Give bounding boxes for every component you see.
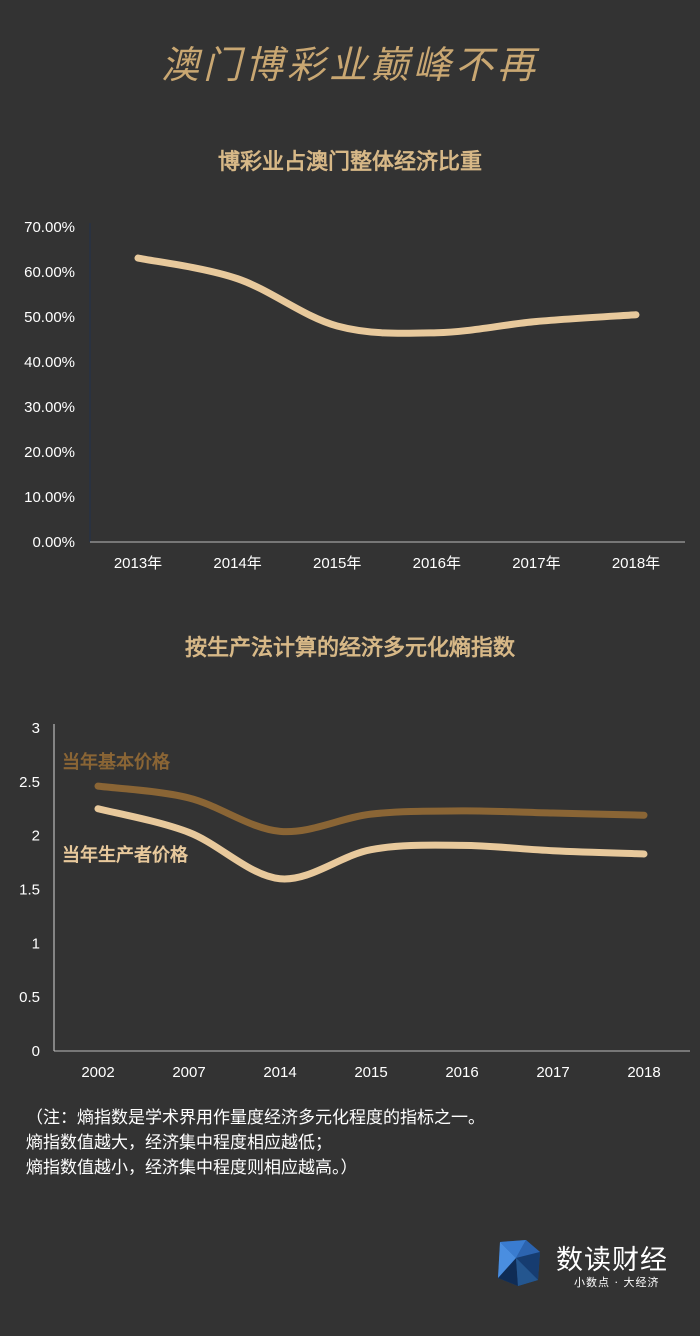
y-tick-label: 20.00% (24, 444, 75, 461)
series-line (94, 805, 648, 883)
footnote-line: 熵指数值越小，经济集中程度则相应越高。） (26, 1158, 358, 1178)
y-tick-label: 2 (32, 828, 40, 845)
x-tick-label: 2013年 (114, 555, 162, 572)
series-line (94, 782, 648, 836)
y-tick-label: 3 (32, 720, 40, 737)
x-tick-label: 2007 (172, 1064, 205, 1081)
y-tick-label: 0.00% (32, 534, 75, 551)
chart-2-title: 按生产法计算的经济多元化熵指数 (184, 636, 515, 661)
y-tick-label: 50.00% (24, 309, 75, 326)
footnote-line: （注：熵指数是学术界用作量度经济多元化程度的指标之一。 (26, 1108, 485, 1128)
x-tick-label: 2015年 (313, 555, 361, 572)
y-tick-label: 2.5 (19, 774, 40, 791)
footnote-line: 熵指数值越大，经济集中程度相应越低； (26, 1133, 332, 1153)
brand-name: 数读财经 (556, 1245, 668, 1276)
x-tick-label: 2017年 (512, 555, 560, 572)
series-label: 当年基本价格 (62, 751, 171, 773)
x-tick-label: 2002 (81, 1064, 114, 1081)
y-tick-label: 1 (32, 935, 40, 952)
x-tick-label: 2018年 (612, 555, 660, 572)
y-tick-label: 40.00% (24, 354, 75, 371)
x-tick-label: 2014年 (213, 555, 261, 572)
y-tick-label: 1.5 (19, 882, 40, 899)
y-tick-label: 30.00% (24, 399, 75, 416)
x-tick-label: 2017 (536, 1064, 569, 1081)
y-tick-label: 10.00% (24, 489, 75, 506)
brand-block: 数读财经 小数点 · 大经济 (496, 1236, 686, 1296)
y-tick-label: 60.00% (24, 264, 75, 281)
chart-1-title: 博彩业占澳门整体经济比重 (217, 150, 482, 175)
series-line (134, 254, 640, 337)
x-tick-label: 2014 (263, 1064, 296, 1081)
series-label: 当年生产者价格 (62, 844, 189, 866)
x-tick-label: 2016 (445, 1064, 478, 1081)
y-tick-label: 70.00% (24, 219, 75, 236)
brand-tagline: 小数点 · 大经济 (574, 1276, 660, 1289)
brand-logo-icon (498, 1240, 540, 1286)
gambling-share-chart: 0.00% 10.00% 20.00% 30.00% 40.00% 50.00% 60.00… (24, 219, 685, 572)
page-title: 澳门博彩业巅峰不再 (160, 43, 539, 87)
footnote: （注：熵指数是学术界用作量度经济多元化程度的指标之一。 熵指数值越大，经济集中程… (26, 1106, 686, 1181)
x-tick-label: 2018 (627, 1064, 660, 1081)
x-tick-label: 2015 (354, 1064, 387, 1081)
y-tick-label: 0 (32, 1043, 40, 1060)
y-tick-label: 0.5 (19, 989, 40, 1006)
x-tick-label: 2016年 (413, 555, 461, 572)
entropy-index-chart: 0 0.5 1 1.5 2 2.5 3 2002 2007 2014 2015 2016 2017 201… (19, 720, 690, 1081)
